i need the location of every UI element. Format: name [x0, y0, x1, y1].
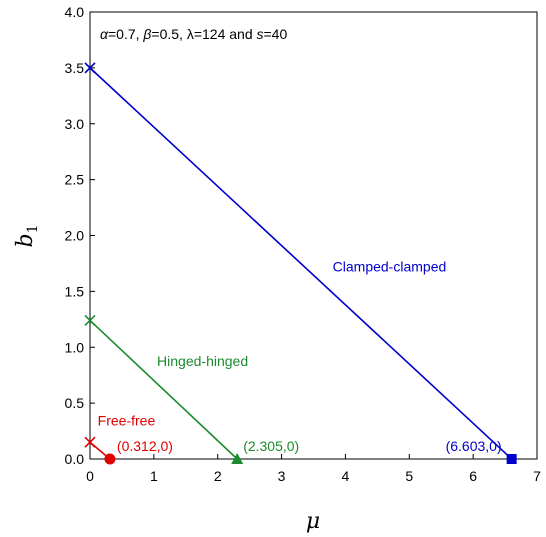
x-tick-label: 0 — [86, 468, 94, 484]
series-hinged-hinged: Hinged-hinged (2.305,0) — [84, 314, 299, 464]
end-value-label: (0.312,0) — [117, 438, 173, 454]
y-tick-label: 0.5 — [65, 395, 85, 411]
y-tick-label: 1.5 — [65, 283, 85, 299]
y-tick-label: 3.5 — [65, 60, 85, 76]
x-axis-ticks: 0 1 2 3 4 5 6 7 — [86, 454, 541, 484]
start-x-marker — [84, 314, 96, 326]
param-s-value: =40 — [264, 26, 288, 42]
series-free-free: Free-free (0.312,0) — [84, 412, 173, 465]
y-tick-label: 0.0 — [65, 451, 85, 467]
series-line — [89, 319, 238, 460]
series-name-label: Free-free — [98, 412, 156, 428]
y-axis-title-subscript: 1 — [25, 224, 41, 233]
x-tick-label: 2 — [214, 468, 222, 484]
y-axis-title-main: b — [13, 233, 38, 247]
series-clamped-clamped: Clamped-clamped (6.603,0) — [84, 62, 517, 464]
param-s-symbol: s — [257, 26, 264, 42]
y-tick-label: 2.5 — [65, 172, 85, 188]
y-tick-label: 3.0 — [65, 116, 85, 132]
x-tick-label: 4 — [342, 468, 350, 484]
end-circle-marker — [104, 453, 116, 465]
end-value-label: (6.603,0) — [446, 438, 502, 454]
y-tick-label: 1.0 — [65, 339, 85, 355]
y-axis-ticks: 0.0 0.5 1.0 1.5 2.0 2.5 3.0 3.5 4.0 — [65, 4, 95, 467]
param-alpha-symbol: α — [100, 26, 109, 42]
y-axis-title: b1 — [13, 224, 41, 247]
y-tick-label: 4.0 — [65, 4, 85, 20]
series-name-label: Hinged-hinged — [157, 353, 248, 369]
y-tick-label: 2.0 — [65, 228, 85, 244]
x-tick-label: 1 — [150, 468, 158, 484]
param-beta-symbol: β — [142, 26, 151, 42]
x-tick-label: 3 — [278, 468, 286, 484]
x-tick-label: 5 — [405, 468, 413, 484]
series-layer: Clamped-clamped (6.603,0) Hinged-hinged (2.… — [84, 62, 517, 465]
end-value-label: (2.305,0) — [243, 438, 299, 454]
start-x-marker — [84, 62, 96, 74]
series-name-label: Clamped-clamped — [333, 258, 447, 274]
end-square-marker — [506, 454, 517, 464]
x-tick-label: 7 — [533, 468, 541, 484]
plot-frame — [89, 11, 538, 460]
svg-text:b1: b1 — [13, 224, 41, 247]
param-beta-value: =0.5, λ=124 and — [151, 26, 256, 42]
series-line — [89, 67, 513, 460]
start-x-marker — [84, 436, 96, 448]
end-triangle-marker — [231, 453, 244, 464]
param-alpha-value: =0.7, — [108, 26, 143, 42]
x-axis-title: μ — [306, 509, 320, 534]
x-tick-label: 6 — [469, 468, 477, 484]
parameters-annotation: α=0.7, β=0.5, λ=124 and s=40 — [100, 26, 287, 42]
